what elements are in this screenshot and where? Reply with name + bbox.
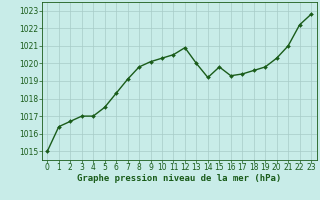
X-axis label: Graphe pression niveau de la mer (hPa): Graphe pression niveau de la mer (hPa) — [77, 174, 281, 183]
